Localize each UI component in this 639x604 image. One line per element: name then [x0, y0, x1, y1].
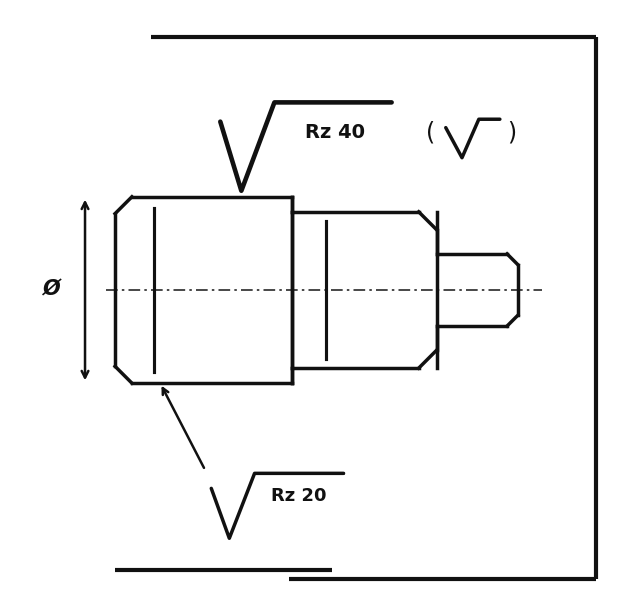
Text: ): ) — [507, 120, 516, 144]
Text: Rz 20: Rz 20 — [271, 487, 326, 505]
Text: Rz 40: Rz 40 — [305, 123, 364, 142]
Text: (: ( — [426, 120, 435, 144]
Text: Ø: Ø — [43, 280, 61, 300]
